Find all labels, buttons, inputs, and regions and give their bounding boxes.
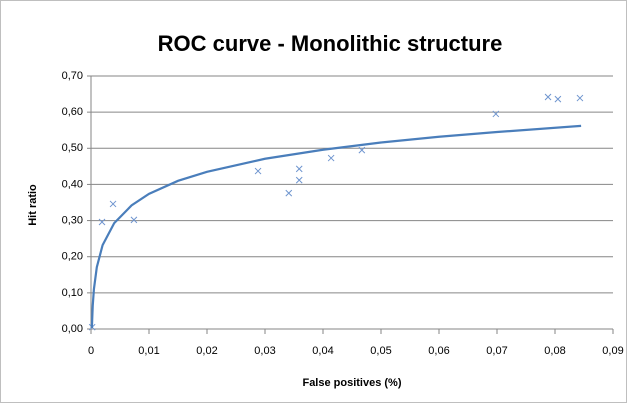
trend-line [90,124,582,328]
x-tick-label: 0,09 [602,345,623,357]
y-tick-label: 0,00 [62,323,83,335]
y-tick-label: 0,40 [62,178,83,190]
y-tick-label: 0,20 [62,251,83,263]
x-tick-label: 0,05 [370,345,391,357]
x-tick-label: 0 [88,345,94,357]
x-axis-label: False positives (%) [302,377,401,389]
y-tick-label: 0,10 [62,287,83,299]
point-marker [254,167,262,175]
chart-title: ROC curve - Monolithic structure [158,31,503,56]
point-marker [492,110,500,118]
point-marker [98,218,106,226]
y-axis-label: Hit ratio [27,184,39,226]
y-tick-label: 0,30 [62,214,83,226]
x-tick-label: 0,03 [254,345,275,357]
y-tick-label: 0,60 [62,106,83,118]
point-marker [576,94,584,102]
point-marker [358,146,366,154]
point-marker [130,216,138,224]
x-tick-label: 0,07 [486,345,507,357]
x-tick-label: 0,08 [544,345,565,357]
point-marker [544,93,552,101]
point-marker [327,154,335,162]
x-tick-label: 0,02 [196,345,217,357]
point-marker [109,200,117,208]
point-marker [554,95,562,103]
point-marker [295,176,303,184]
x-tick-label: 0,06 [428,345,449,357]
point-marker [285,189,293,197]
y-tick-label: 0,50 [62,142,83,154]
point-marker [295,165,303,173]
x-tick-label: 0,04 [312,345,333,357]
x-tick-label: 0,01 [138,345,159,357]
y-tick-label: 0,70 [62,70,83,82]
